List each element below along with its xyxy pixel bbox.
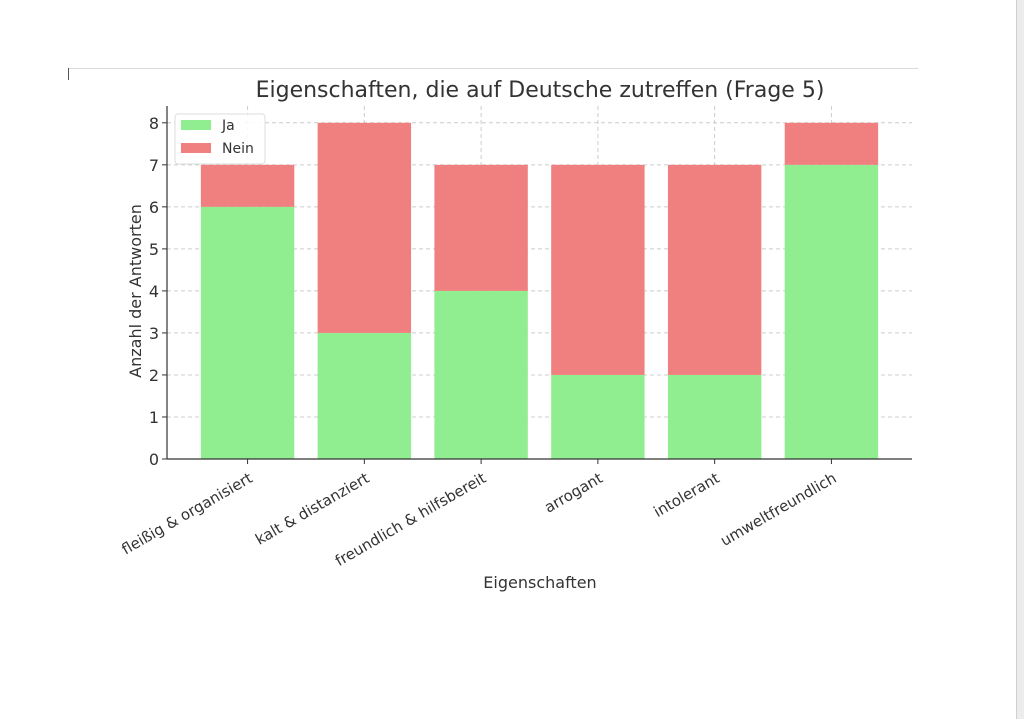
y-tick-label: 2: [149, 366, 159, 385]
bar-nein-0: [200, 164, 295, 207]
x-tick-label: umweltfreundlich: [717, 469, 839, 550]
bar-ja-2: [434, 290, 528, 459]
text-cursor: [68, 68, 69, 80]
scrollbar[interactable]: [1016, 0, 1024, 719]
x-tick-label: fleißig & organisiert: [118, 469, 255, 559]
bar-ja-0: [200, 206, 295, 459]
legend-swatch-ja: [181, 120, 211, 130]
y-axis-label: Anzahl der Antworten: [126, 204, 145, 378]
y-tick-label: 7: [149, 156, 159, 175]
bar-nein-3: [551, 164, 645, 375]
x-tick-label: kalt & distanziert: [252, 469, 372, 549]
bar-nein-2: [434, 164, 528, 291]
x-tick-label: intolerant: [651, 469, 723, 521]
chart-title: Eigenschaften, die auf Deutsche zutreffe…: [256, 78, 825, 103]
page-top-rule: [68, 68, 918, 69]
legend-swatch-nein: [181, 143, 211, 153]
bar-ja-3: [551, 374, 645, 459]
y-tick-label: 5: [149, 240, 159, 259]
bars: [200, 122, 879, 460]
x-tick-label: arrogant: [541, 469, 606, 517]
bar-ja-4: [667, 374, 762, 459]
bar-ja-5: [784, 164, 879, 460]
bar-nein-4: [667, 164, 762, 375]
legend-label-ja: Ja: [221, 118, 235, 134]
x-axis-label: Eigenschaften: [483, 573, 596, 592]
y-tick-label: 1: [149, 408, 159, 427]
bar-nein-5: [784, 122, 879, 165]
bar-ja-1: [317, 332, 412, 459]
legend-label-nein: Nein: [222, 141, 254, 157]
y-tick-label: 8: [149, 114, 159, 133]
y-tick-label: 4: [149, 282, 159, 301]
bar-nein-1: [317, 122, 412, 333]
y-tick-label: 0: [149, 450, 159, 469]
legend: Ja Nein: [174, 113, 266, 165]
y-tick-label: 6: [149, 198, 159, 217]
y-tick-label: 3: [149, 324, 159, 343]
